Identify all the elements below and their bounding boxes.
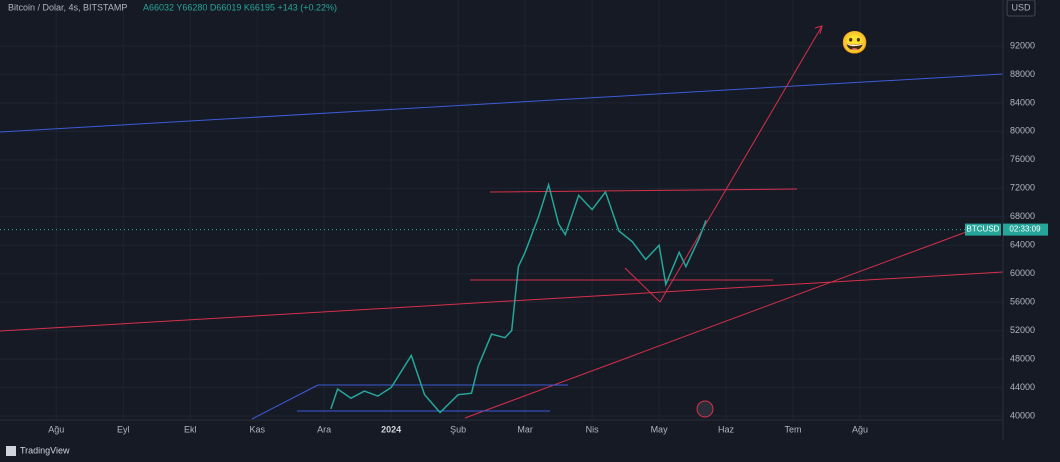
x-tick-label: 2024: [381, 424, 401, 434]
y-tick-label: 72000: [1010, 183, 1035, 193]
price-tag: BTCUSD: [967, 225, 1000, 234]
y-tick-label: 88000: [1010, 69, 1035, 79]
currency[interactable]: USD: [1011, 2, 1031, 12]
x-tick-label: Şub: [450, 424, 466, 434]
y-tick-label: 52000: [1010, 325, 1035, 335]
logo[interactable]: [6, 446, 16, 456]
x-tick-label: Nis: [586, 424, 599, 434]
price-tag-bg: [965, 223, 1001, 236]
ohlc: A66032 Y66280 D66019 K66195 +143 (+0.22%…: [143, 2, 337, 12]
y-tick-label: 40000: [1010, 410, 1035, 420]
x-tick-label: Ara: [317, 424, 331, 434]
currency-box[interactable]: [1006, 0, 1036, 17]
y-tick-label: 80000: [1010, 126, 1035, 136]
x-tick-label: Ağu: [48, 424, 64, 434]
y-tick-label: 56000: [1010, 297, 1035, 307]
countdown: 02:33:09: [1009, 225, 1041, 234]
x-tick-label: Ağu: [852, 424, 868, 434]
y-tick-label: 84000: [1010, 97, 1035, 107]
x-tick-label: Haz: [718, 424, 735, 434]
x-tick-label: Ekl: [184, 424, 197, 434]
emoji: 😀: [841, 30, 868, 55]
price-line: [330, 181, 707, 414]
y-axis-panel: [1003, 0, 1060, 440]
countdown-bg: [1003, 223, 1048, 236]
y-tick-label: 76000: [1010, 154, 1035, 164]
x-tick-label: May: [651, 424, 669, 434]
brand[interactable]: TradingView: [20, 445, 70, 455]
symbol: Bitcoin / Dolar, 4s, BITSTAMP: [8, 2, 127, 12]
y-tick-label: 60000: [1010, 268, 1035, 278]
y-tick-label: 64000: [1010, 240, 1035, 250]
drawings: [0, 25, 1004, 420]
y-tick-label: 48000: [1010, 353, 1035, 363]
x-tick-label: Tem: [785, 424, 802, 434]
y-tick-label: 92000: [1010, 40, 1035, 50]
x-tick-label: Kas: [249, 424, 265, 434]
x-tick-label: Eyl: [117, 424, 130, 434]
y-tick-label: 44000: [1010, 382, 1035, 392]
y-tick-label: 68000: [1010, 211, 1035, 221]
x-tick-label: Mar: [517, 424, 533, 434]
